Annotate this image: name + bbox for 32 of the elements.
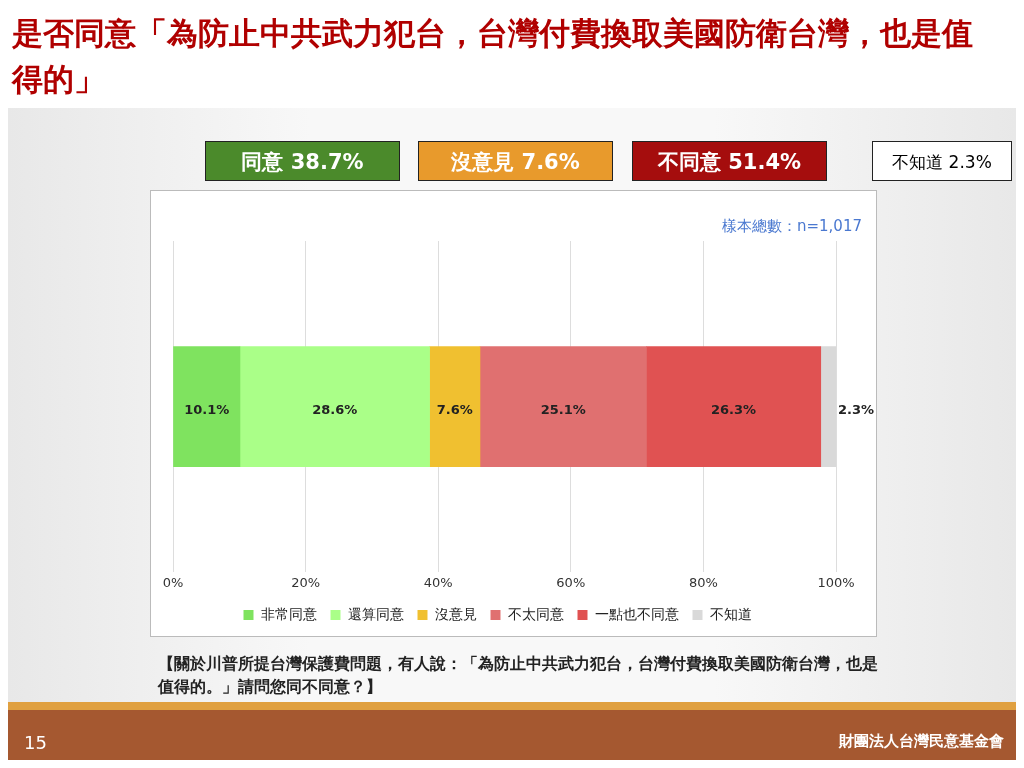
legend-label: 非常同意: [260, 605, 317, 622]
legend-label: 沒意見: [434, 605, 477, 622]
x-tick-label: 40%: [423, 574, 453, 590]
legend-label: 一點也不同意: [594, 605, 679, 622]
data-label: 7.6%: [436, 402, 473, 418]
bar: [646, 346, 822, 468]
chart-title: 是否同意「為防止中共武力犯台，台灣付費換取美國防衛台灣，也是值得的」: [12, 14, 974, 99]
text: 沒意見 7.6%: [418, 141, 613, 181]
bar: [429, 346, 481, 468]
data-label: 25.1%: [540, 402, 586, 418]
bar: [479, 346, 647, 468]
legend-label: 不太同意: [507, 605, 564, 622]
text: 不知道 2.3%: [872, 141, 1012, 181]
text: 15: [24, 732, 47, 753]
data-label: 26.3%: [711, 402, 757, 418]
x-tick-label: 100%: [817, 574, 855, 590]
x-tick-label: 0%: [162, 574, 184, 590]
text: 同意 38.7%: [205, 141, 400, 181]
text: 財團法人台灣民意基金會: [839, 732, 1004, 751]
data-label: 10.1%: [184, 402, 230, 418]
data-label: 28.6%: [312, 402, 358, 418]
bar: [173, 346, 241, 468]
legend-label: 還算同意: [347, 605, 404, 622]
legend-label: 不知道: [709, 605, 752, 622]
x-tick-label: 80%: [688, 574, 718, 590]
text: 樣本總數：n=1,017: [721, 217, 862, 236]
data-label: 2.3%: [838, 402, 875, 418]
text: 不同意 51.4%: [632, 141, 827, 181]
bar: [239, 346, 430, 468]
x-tick-label: 60%: [556, 574, 586, 590]
text: 【關於川普所提台灣保護費問題，有人說：「為防止中共武力犯台，台灣付費換取美國防衛台灣，也是值得的。」請問您同不同意？】: [158, 653, 878, 698]
x-tick-label: 20%: [291, 574, 321, 590]
